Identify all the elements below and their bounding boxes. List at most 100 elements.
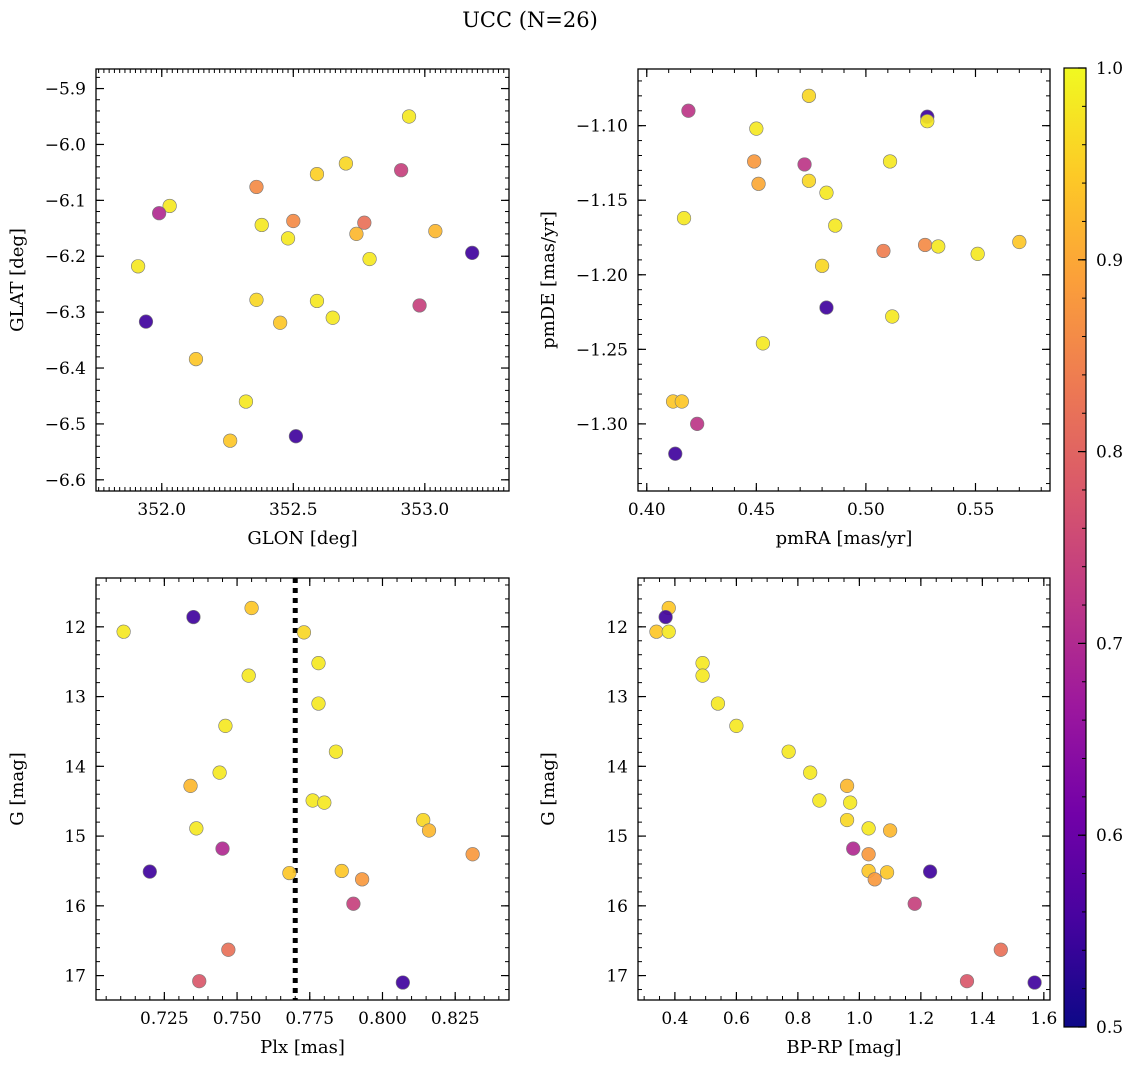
data-point [922,864,938,879]
data-point [931,239,946,254]
data-point [142,864,157,879]
x-tick-label: 352.5 [269,500,318,520]
y-tick-label: 17 [64,967,86,987]
y-tick-label: 16 [64,897,86,917]
colorbar-tick-label: 0.5 [1096,1018,1123,1038]
x-tick-label: 0.8 [784,1009,811,1029]
x-axis-label: pmRA [mas/yr] [776,528,913,549]
data-point [710,696,726,711]
data-point [661,624,676,639]
x-tick-label: 0.55 [957,500,995,520]
data-point [183,778,198,793]
data-point [1012,234,1027,250]
data-point [812,793,827,808]
data-point [885,309,900,324]
data-point [668,446,683,461]
data-point [917,237,933,253]
x-tick-label: 1.6 [1030,1009,1057,1029]
x-tick-label: 0.6 [723,1009,750,1029]
data-point [819,185,834,200]
data-point [658,609,673,625]
data-point [152,206,167,221]
y-tick-label: −6.2 [45,247,86,267]
data-point [362,251,377,267]
y-tick-label: 15 [64,827,86,847]
data-point [993,942,1008,957]
y-tick-label: 14 [64,757,86,777]
data-point [288,429,304,444]
x-tick-label: 0.40 [628,500,666,520]
data-point [883,823,898,838]
data-point [876,243,891,259]
x-tick-label: 0.750 [213,1009,262,1029]
x-tick-label: 0.725 [140,1009,189,1029]
data-point [317,795,332,810]
data-point [803,765,818,780]
data-point [970,246,985,262]
data-point [676,211,692,226]
points [665,88,1027,461]
data-point [325,310,340,325]
data-point [244,600,259,616]
data-point [130,259,146,274]
data-point [465,245,480,260]
data-point [907,896,922,911]
data-point [309,166,325,182]
data-point [186,609,201,625]
data-point [749,121,764,136]
panel-2: 0.40 0.45 0.50 0.55 −1.10 −1.15 −1.20 −1.25 −1.3… [538,68,1051,549]
data-point [465,847,480,862]
data-point [223,433,238,448]
colorbar-tick-label: 0.6 [1096,826,1123,846]
x-tick-label: 1.0 [846,1009,873,1029]
data-point [861,821,876,836]
y-tick-label: 12 [606,618,628,638]
data-point [1027,975,1042,990]
x-axis-label: BP-RP [mag] [786,1037,901,1058]
data-point [349,226,364,241]
y-axis-label: pmDE [mas/yr] [538,211,559,349]
x-tick-label: 0.50 [847,500,885,520]
data-point [695,655,710,671]
data-point [755,336,771,351]
panel-4: 0.4 0.6 0.8 1.0 1.2 1.4 1.6 12 13 14 15 16 17 BP-RP [… [538,577,1057,1058]
data-point [238,394,254,409]
x-axis-label: GLON [deg] [247,528,357,549]
x-tick-label: 352.0 [137,500,186,520]
y-tick-label: −6.5 [45,415,86,435]
x-axis-label: Plx [mas] [260,1037,345,1058]
data-point [421,823,437,838]
y-tick-label: −6.6 [45,471,86,491]
y-tick-label: −1.20 [576,266,628,286]
data-point [305,793,320,808]
panel-3: 0.725 0.750 0.775 0.800 0.825 12 13 14 15 16 17 Plx… [7,577,510,1058]
points [649,600,1042,990]
y-tick-label: 12 [64,618,86,638]
data-point [188,351,204,367]
data-point [189,821,204,836]
data-point [879,865,895,880]
y-axis-label: GLAT [deg] [7,228,28,332]
x-tick-label: 0.775 [285,1009,334,1029]
x-tick-label: 0.4 [661,1009,688,1029]
data-point [357,215,372,230]
data-point [843,795,858,810]
y-tick-label: 17 [606,967,628,987]
data-point [801,173,817,188]
data-point [401,109,417,124]
data-point [819,300,834,315]
data-point [138,314,154,329]
data-point [249,179,264,195]
data-point [751,176,766,191]
data-point [218,718,233,733]
y-tick-label: −6.3 [45,303,86,323]
data-point [254,217,269,233]
axes-frame [95,68,510,492]
axes-frame [95,577,510,1001]
data-point [747,154,762,169]
data-point [162,198,177,214]
x-tick-label: 0.800 [358,1009,407,1029]
data-point [346,896,361,911]
colorbar-tick-label: 1.0 [1096,59,1123,79]
